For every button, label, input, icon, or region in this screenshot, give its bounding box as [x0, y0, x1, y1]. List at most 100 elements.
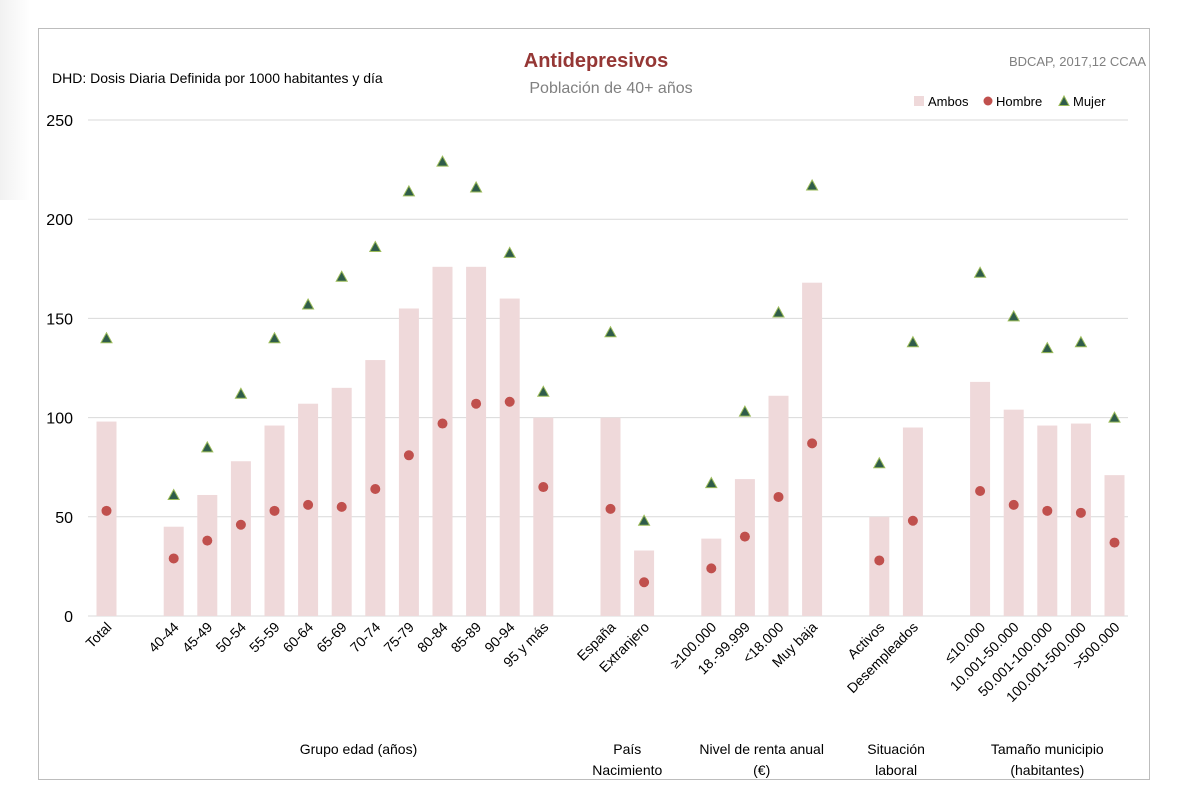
- bar-ambos: [533, 417, 554, 616]
- y-tick-label: 200: [46, 212, 73, 229]
- group-label: (habitantes): [1010, 762, 1084, 778]
- point-hombre: [202, 535, 213, 546]
- x-tick-label: 65-69: [313, 619, 350, 656]
- bar-ambos: [96, 421, 117, 616]
- point-mujer: [906, 335, 920, 348]
- group-label: Nacimiento: [592, 762, 662, 778]
- point-hombre: [1075, 507, 1086, 518]
- chart-frame: [38, 28, 1150, 780]
- point-hombre: [706, 563, 717, 574]
- point-hombre: [1008, 499, 1019, 510]
- points-mujer: [100, 155, 1121, 526]
- x-tick-label: 45-49: [179, 619, 216, 656]
- bar-ambos: [802, 282, 823, 616]
- x-tick-label: 40-44: [145, 619, 182, 656]
- bar-ambos: [869, 516, 890, 616]
- bar-ambos: [600, 417, 621, 616]
- bar-ambos: [398, 308, 419, 616]
- point-mujer: [1074, 335, 1088, 348]
- point-mujer: [604, 325, 617, 338]
- point-hombre: [168, 553, 179, 564]
- point-hombre: [101, 505, 112, 516]
- legend: Ambos Hombre Mujer: [914, 94, 1106, 109]
- y-axis-ticks: 0 50 100 150 200 250: [46, 113, 73, 626]
- point-mujer: [973, 266, 987, 278]
- legend-swatch-mujer: [1058, 94, 1070, 106]
- point-mujer: [167, 488, 181, 500]
- bar-ambos: [230, 461, 251, 616]
- point-hombre: [437, 418, 448, 429]
- y-tick-label: 150: [46, 311, 73, 328]
- group-label: laboral: [875, 762, 917, 778]
- x-tick-label: 70-74: [347, 619, 384, 656]
- point-mujer: [536, 385, 550, 397]
- point-hombre: [639, 577, 650, 588]
- left-edge-shadow: [0, 0, 30, 200]
- x-tick-label: 60-64: [280, 619, 317, 656]
- x-tick-label: 75-79: [380, 619, 417, 656]
- point-hombre: [605, 503, 616, 514]
- bar-ambos: [264, 425, 285, 616]
- bar-ambos: [1003, 409, 1024, 616]
- point-hombre: [975, 486, 986, 497]
- group-label: Nivel de renta anual: [699, 741, 824, 757]
- chart-note: DHD: Dosis Diaria Definida por 1000 habi…: [52, 70, 383, 86]
- point-hombre: [269, 505, 280, 516]
- point-hombre: [403, 450, 414, 461]
- bar-ambos: [432, 266, 453, 616]
- chart-subtitle: Población de 40+ años: [529, 80, 692, 97]
- legend-label-ambos: Ambos: [928, 94, 969, 109]
- group-label: Situación: [867, 741, 925, 757]
- point-mujer: [200, 440, 214, 453]
- group-label: (€): [753, 762, 770, 778]
- point-hombre: [1109, 537, 1120, 548]
- point-mujer: [1040, 341, 1054, 354]
- bars-ambos: [96, 266, 1125, 616]
- legend-swatch-ambos: [914, 96, 924, 106]
- x-tick-label: 55-59: [246, 619, 283, 656]
- point-mujer: [301, 297, 315, 310]
- point-mujer: [268, 331, 281, 344]
- point-mujer: [1007, 309, 1021, 322]
- point-hombre: [303, 499, 314, 510]
- point-mujer: [100, 331, 113, 344]
- bar-ambos: [768, 395, 789, 616]
- point-hombre: [773, 491, 784, 502]
- bar-ambos: [1037, 425, 1058, 616]
- bar-ambos: [197, 494, 218, 616]
- legend-label-hombre: Hombre: [996, 94, 1042, 109]
- point-hombre: [739, 531, 750, 542]
- point-hombre: [370, 484, 381, 495]
- point-mujer: [738, 405, 752, 417]
- point-mujer: [234, 387, 248, 399]
- bar-ambos: [499, 298, 520, 616]
- bar-ambos: [1070, 423, 1091, 616]
- group-label: País: [613, 741, 641, 757]
- point-mujer: [704, 476, 718, 489]
- bar-ambos: [163, 526, 184, 616]
- point-mujer: [805, 178, 819, 191]
- point-hombre: [1042, 505, 1053, 516]
- x-tick-label: 50-54: [212, 619, 249, 656]
- group-label: Grupo edad (años): [300, 741, 418, 757]
- bar-ambos: [701, 538, 722, 616]
- point-hombre: [336, 501, 347, 512]
- point-hombre: [874, 555, 885, 566]
- chart-source: BDCAP, 2017,12 CCAA: [1009, 54, 1146, 69]
- bar-ambos: [466, 266, 487, 616]
- x-tick-label: 80-84: [414, 619, 451, 656]
- group-label: Tamaño municipio: [991, 741, 1104, 757]
- x-tick-label: 85-89: [448, 619, 485, 656]
- x-axis-tick-labels: Total 40-4445-4950-5455-5960-6465-6970-74…: [82, 619, 1122, 705]
- point-mujer: [469, 180, 483, 193]
- group-labels: Grupo edad (años) País Nacimiento Nivel de …: [300, 741, 1104, 778]
- point-mujer: [503, 246, 517, 258]
- points-hombre: [101, 396, 1120, 588]
- y-tick-label: 250: [46, 113, 73, 130]
- point-mujer: [872, 456, 886, 469]
- bar-ambos: [734, 479, 755, 616]
- point-hombre: [235, 519, 246, 530]
- point-hombre: [538, 482, 549, 493]
- point-mujer: [436, 155, 449, 167]
